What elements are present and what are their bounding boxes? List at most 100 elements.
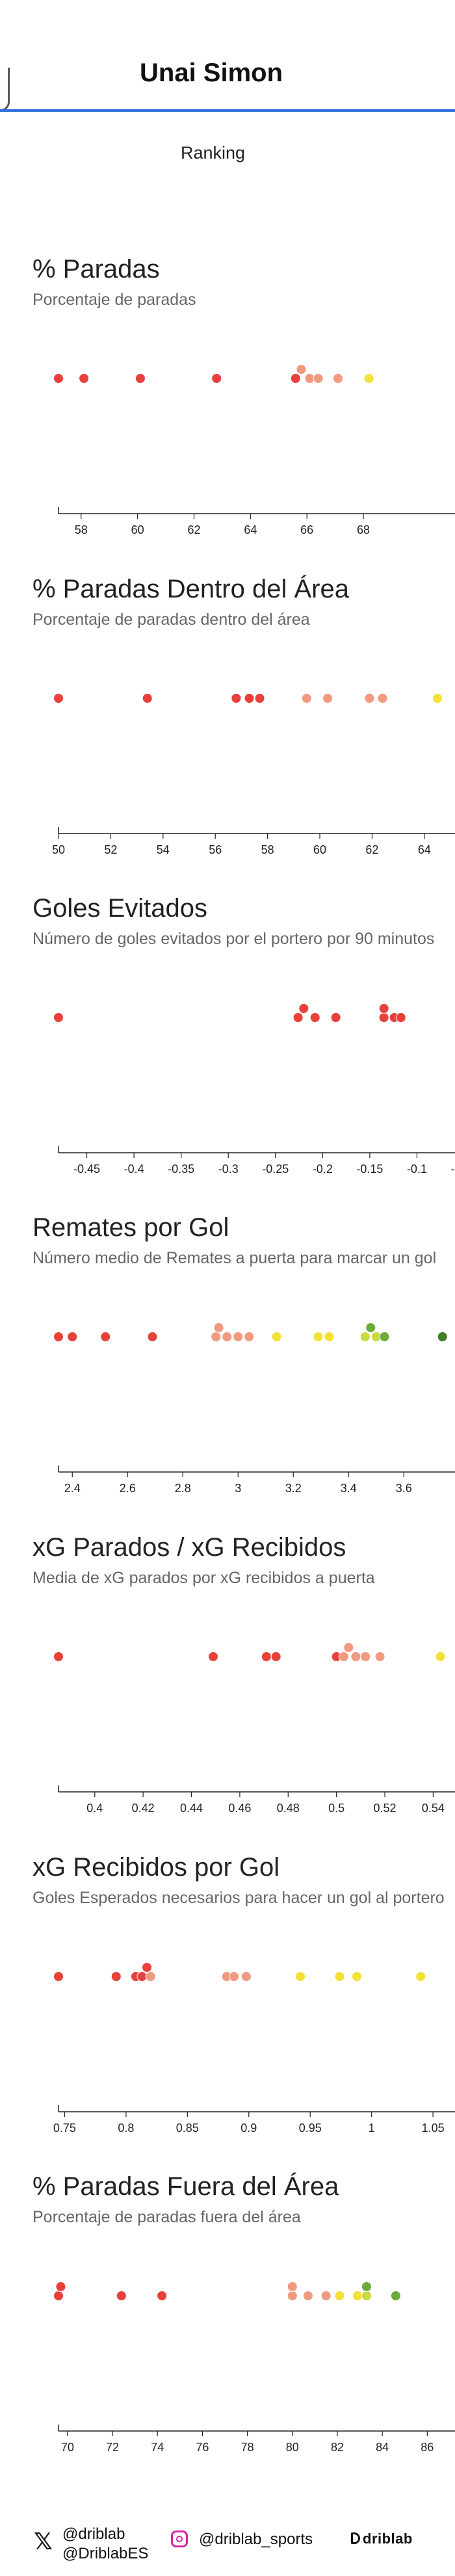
player-dot xyxy=(244,1332,255,1342)
x-tick-label: 64 xyxy=(244,523,257,536)
x-tick-label: 78 xyxy=(241,2441,254,2454)
x-tick-label: 0.42 xyxy=(132,1802,155,1815)
x-tick-label: 62 xyxy=(365,843,378,856)
player-dot xyxy=(55,2281,66,2292)
player-dot xyxy=(295,1971,306,1982)
player-dot xyxy=(395,1012,406,1023)
x-tick-label: 3.2 xyxy=(285,1482,302,1495)
player-dot xyxy=(233,1332,244,1342)
footer: 𝕏 @driblab @DriblabES @driblab_sports dr… xyxy=(0,2521,455,2576)
header: Unai Simon xyxy=(0,0,455,112)
chart-title: Remates por Gol xyxy=(32,1213,229,1242)
club-crest-icon xyxy=(0,68,10,111)
player-dot xyxy=(287,2281,298,2292)
x-tick-label: 2.8 xyxy=(175,1482,191,1495)
chart-subtitle: Porcentaje de paradas xyxy=(32,291,196,309)
player-dot xyxy=(390,2291,401,2301)
x-tick-label: 68 xyxy=(357,523,370,536)
instagram-handle[interactable]: @driblab_sports xyxy=(199,2530,313,2548)
x-tick-label: 60 xyxy=(313,843,326,856)
chart-subtitle: Porcentaje de paradas fuera del área xyxy=(32,2208,301,2226)
twitter-handle[interactable]: @driblab xyxy=(62,2525,125,2543)
beeswarm-plot: 58 60 62 64 66 68 xyxy=(53,364,455,536)
chart-panel: % Paradas Dentro del Área Porcentaje de p… xyxy=(0,575,455,880)
beeswarm-plot: 70 72 74 76 78 80 82 84 86 xyxy=(53,2281,455,2454)
chart-panel: xG Recibidos por Gol Goles Esperados nece… xyxy=(0,1853,455,2159)
x-tick-label: -0.3 xyxy=(218,1163,239,1176)
instagram-icon[interactable] xyxy=(171,2530,188,2547)
chart-title: % Paradas Fuera del Área xyxy=(32,2172,339,2201)
player-dot xyxy=(301,693,312,703)
beeswarm-plot: 0.75 0.8 0.85 0.9 0.95 1 1.05 xyxy=(53,1962,455,2135)
x-tick-label: 0.48 xyxy=(277,1802,300,1815)
player-dot xyxy=(298,1003,309,1014)
x-tick-label: -0.05 xyxy=(451,1163,455,1176)
player-dot xyxy=(352,2291,363,2301)
chart-subtitle: Goles Esperados necesarios para hacer un… xyxy=(32,1889,445,1907)
player-dot xyxy=(142,1962,152,1973)
player-dot xyxy=(110,1971,122,1982)
player-dot xyxy=(324,1332,335,1342)
x-tick-label: 62 xyxy=(187,523,200,536)
player-dot xyxy=(350,1651,361,1662)
player-dot xyxy=(296,364,307,375)
player-dot xyxy=(290,373,301,384)
player-dot xyxy=(53,2291,64,2301)
x-icon[interactable]: 𝕏 xyxy=(34,2528,53,2555)
player-dot xyxy=(135,373,146,384)
chart-title: % Paradas xyxy=(32,255,160,283)
player-dot xyxy=(231,693,242,703)
x-tick-label: 1.05 xyxy=(422,2122,445,2135)
player-dot xyxy=(378,1003,389,1014)
x-tick-label: 72 xyxy=(106,2441,119,2454)
x-tick-label: 54 xyxy=(157,843,170,856)
player-dot xyxy=(435,1651,446,1662)
chart-title: xG Parados / xG Recibidos xyxy=(32,1533,346,1562)
player-dot xyxy=(320,2291,332,2301)
player-dot xyxy=(330,1012,341,1023)
player-dot xyxy=(53,1012,64,1023)
chart-title: % Paradas Dentro del Área xyxy=(32,575,349,603)
player-dot xyxy=(261,1651,272,1662)
player-dot xyxy=(360,1651,371,1662)
player-dot xyxy=(53,1332,64,1342)
twitter-handle-es[interactable]: @DriblabES xyxy=(62,2545,149,2562)
driblab-logo-icon xyxy=(351,2532,360,2544)
player-dot xyxy=(359,1332,370,1342)
chart-title: Goles Evitados xyxy=(32,894,208,923)
player-dot xyxy=(213,1322,224,1333)
chart-title: xG Recibidos por Gol xyxy=(32,1853,280,1882)
beeswarm-plot: -0.45 -0.4 -0.35 -0.3 -0.25 -0.2 -0.15 -0.1 -0.0… xyxy=(53,1003,455,1176)
beeswarm-plot: 2.4 2.6 2.8 3 3.2 3.4 3.6 xyxy=(53,1322,455,1495)
x-tick-label: 3.4 xyxy=(341,1482,357,1495)
x-tick-label: 56 xyxy=(209,843,222,856)
x-tick-label: 70 xyxy=(61,2441,74,2454)
player-dot xyxy=(352,1971,362,1982)
x-tick-label: 0.5 xyxy=(328,1802,344,1815)
player-dot xyxy=(313,1332,324,1342)
x-tick-label: 0.85 xyxy=(176,2122,199,2135)
player-dot xyxy=(211,373,222,384)
player-dot xyxy=(244,693,255,703)
player-dot xyxy=(67,1332,78,1342)
player-dot xyxy=(432,693,443,703)
beeswarm-plot: 50 52 54 56 58 60 62 64 xyxy=(52,693,455,856)
x-tick-label: 3 xyxy=(235,1482,241,1495)
player-dot xyxy=(415,1971,426,1982)
x-tick-label: 0.75 xyxy=(53,2122,76,2135)
player-dot xyxy=(363,373,374,384)
chart-subtitle: Número medio de Remates a puerta para ma… xyxy=(32,1249,437,1267)
x-tick-label: 2.6 xyxy=(120,1482,136,1495)
x-tick-label: 76 xyxy=(196,2441,209,2454)
player-dot xyxy=(116,2291,127,2301)
x-tick-label: 0.4 xyxy=(86,1802,103,1815)
x-tick-label: 0.95 xyxy=(299,2122,322,2135)
chart-panel: % Paradas Fuera del Área Porcentaje de pa… xyxy=(0,2172,455,2478)
x-tick-label: 0.9 xyxy=(240,2122,257,2135)
x-tick-label: 0.46 xyxy=(228,1802,251,1815)
player-dot xyxy=(222,1332,233,1342)
player-dot xyxy=(254,693,265,703)
player-dot xyxy=(100,1332,111,1342)
x-tick-label: -0.15 xyxy=(356,1163,383,1176)
player-dot xyxy=(338,1651,349,1662)
